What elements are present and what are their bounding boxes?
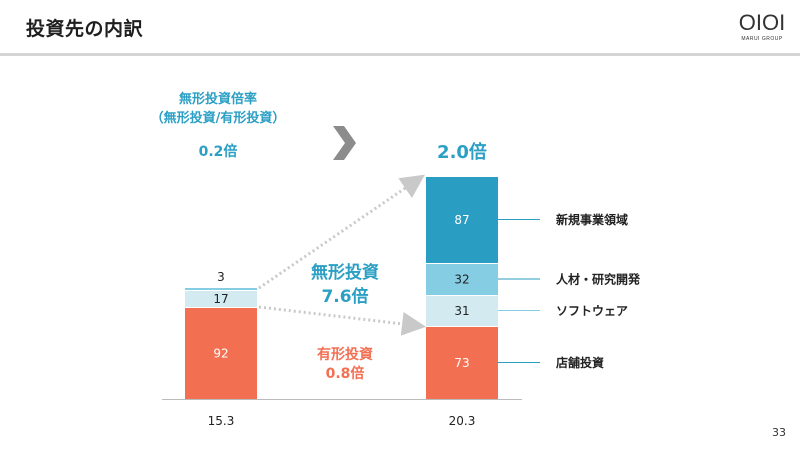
legend-label: 店舗投資 [556, 355, 604, 370]
ratio-after-value: 2.0倍 [437, 141, 487, 163]
x-tick-label: 15.3 [208, 414, 235, 428]
legend-label: ソフトウェア [556, 304, 628, 318]
bar-value-label: 17 [213, 292, 228, 306]
bar-value-label: 32 [454, 273, 469, 287]
bar-segment [426, 177, 498, 263]
tangible-label: 有形投資 [317, 346, 373, 363]
bar-segment [426, 327, 498, 399]
intangible-label: 無形投資 [311, 262, 379, 283]
bar-value-label: 31 [454, 304, 469, 318]
chevron-right-icon [333, 126, 356, 160]
legend-label: 新規事業領域 [556, 212, 628, 227]
intangible-ratio-panel: 無形投資倍率 （無形投資/有形投資） 0.2倍 [132, 90, 304, 161]
legend-label: 人材・研究開発 [556, 272, 641, 287]
bar-segment [426, 264, 498, 295]
ratio-sub-label: （無形投資/有形投資） [150, 111, 286, 126]
bar-value-label: 73 [454, 356, 469, 370]
tangible-multiple: 0.8倍 [326, 365, 365, 382]
bar-value-label: 3 [217, 270, 225, 284]
bar-segment [185, 308, 257, 399]
bar-segment [426, 296, 498, 326]
intangible-multiple: 7.6倍 [321, 286, 368, 307]
bar-value-label: 92 [213, 347, 228, 361]
page-title: 投資先の内訳 [26, 18, 144, 40]
ratio-label: 無形投資倍率 [178, 92, 257, 107]
bar-value-label: 87 [454, 213, 469, 227]
x-tick-label: 20.3 [449, 414, 476, 428]
ratio-before-value: 0.2倍 [198, 144, 238, 160]
title-divider [0, 53, 800, 56]
logo-mark: OIOI [738, 10, 786, 35]
bar-segment [185, 288, 257, 290]
logo-subtitle: MARUI GROUP [741, 36, 783, 42]
company-logo: OIOI MARUI GROUP [735, 10, 789, 43]
bar-segment [185, 291, 257, 307]
page-number: 33 [772, 426, 786, 439]
tangible-connector [258, 305, 426, 336]
